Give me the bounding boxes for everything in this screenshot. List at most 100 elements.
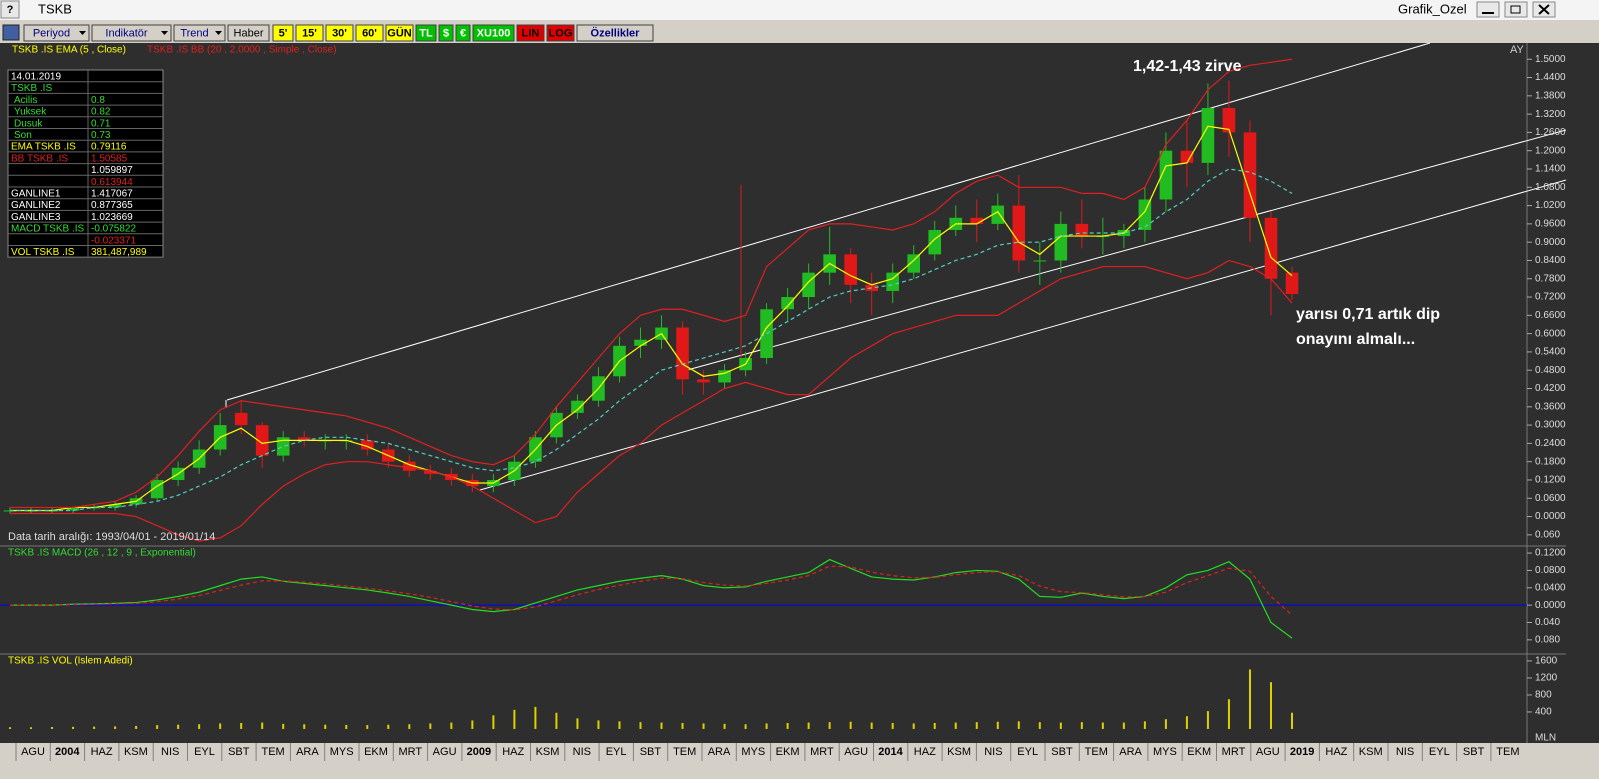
panel-title: Grafik_Ozel [1398, 1, 1467, 16]
y-tick-label: 1200 [1535, 673, 1558, 684]
toolbar-button-label[interactable]: 30' [332, 27, 347, 39]
candle-body [1033, 260, 1047, 262]
toolbar-button-label[interactable]: GÜN [387, 26, 412, 39]
volume-bar [1269, 682, 1272, 729]
volume-bar [618, 721, 621, 729]
x-tick-label: SBT [1051, 746, 1073, 758]
volume-bar [240, 723, 243, 729]
annotation: yarısı 0,71 artık dip [1296, 306, 1440, 323]
minimize-button[interactable] [1476, 1, 1500, 18]
y-tick-label: 0.7800 [1535, 273, 1566, 284]
toolbar-button-label[interactable]: Haber [234, 27, 264, 39]
candle-body [297, 437, 311, 441]
volume-bar [597, 720, 600, 729]
candle-body [1012, 205, 1026, 261]
channel-line [479, 179, 1567, 491]
toolbar-button[interactable] [173, 24, 226, 42]
y-tick-label: 1.3200 [1535, 109, 1566, 120]
y-tick-label: 0.3600 [1535, 401, 1566, 412]
annotation: 1,42-1,43 zirve [1133, 58, 1242, 75]
toolbar-button[interactable] [385, 24, 414, 42]
y-tick-label: 1.2000 [1535, 145, 1566, 156]
volume-bar [681, 723, 684, 729]
toolbar-button[interactable] [438, 24, 454, 42]
toolbar-button[interactable] [576, 24, 654, 42]
toolbar-button-label[interactable]: XU100 [477, 27, 511, 39]
toolbar-button-label[interactable]: Indikatör [105, 27, 148, 39]
info-value: 0.613944 [91, 177, 133, 188]
panel-title: TSKB .IS MACD (26 , 12 , 9 , Exponential… [8, 548, 196, 559]
toolbar-button[interactable] [295, 24, 324, 42]
help-button[interactable] [0, 0, 20, 19]
close-icon [1538, 4, 1550, 15]
y-tick-label: 0.0800 [1535, 565, 1566, 576]
y-tick-label: 0.1200 [1535, 475, 1566, 486]
candle-body [991, 205, 1005, 224]
info-label: BB TSKB .IS [11, 153, 68, 164]
candle-body [276, 437, 290, 456]
toolbar-button[interactable] [472, 24, 515, 42]
toolbar-button[interactable] [272, 24, 294, 42]
toolbar-button[interactable] [91, 24, 172, 42]
toolbar-button[interactable] [455, 24, 471, 42]
candle-body [108, 504, 122, 508]
help-label[interactable]: ? [7, 4, 14, 16]
toolbar-button-label[interactable]: TL [419, 27, 433, 39]
y-tick-label: 0.0000 [1535, 600, 1566, 611]
toolbar-button[interactable] [325, 24, 354, 42]
volume-bar [261, 722, 264, 729]
volume-bar [492, 715, 495, 729]
candle-body [1243, 132, 1257, 218]
x-tick-label: KSM [1359, 746, 1383, 758]
x-tick-label: TEM [1496, 746, 1519, 758]
candle-body [844, 254, 857, 285]
restore-button[interactable] [1504, 1, 1528, 18]
toolbar-button-label[interactable]: 15' [302, 27, 317, 39]
volume-bar [996, 721, 999, 729]
volume-bar [114, 726, 117, 729]
y-tick-label: 0.1200 [1535, 548, 1566, 559]
volume-bar [576, 718, 579, 729]
toolbar-button[interactable] [355, 24, 384, 42]
app-icon[interactable] [2, 24, 20, 41]
volume-bar [324, 724, 327, 729]
toolbar-button-label[interactable]: LIN [522, 27, 540, 39]
toolbar-button-label[interactable]: Trend [180, 27, 208, 39]
y-tick-label: 0.9000 [1535, 237, 1566, 248]
toolbar-button[interactable] [516, 24, 545, 42]
x-tick-label: 2014 [878, 746, 903, 758]
toolbar-button[interactable] [227, 24, 270, 42]
annotation: onayını almalı... [1296, 331, 1415, 348]
toolbar-button[interactable] [546, 24, 575, 42]
info-value: 0.73 [91, 130, 111, 141]
unit-label: MLN [1535, 733, 1556, 744]
toolbar-button-label[interactable]: 60' [362, 27, 377, 39]
trend-channel [225, 42, 1567, 491]
x-tick-label: EYL [1429, 746, 1450, 758]
toolbar-button[interactable] [23, 24, 90, 42]
info-value: 1.50585 [91, 153, 128, 164]
candle-body [424, 470, 437, 474]
y-tick-label: 0.6600 [1535, 310, 1566, 321]
candle-body [1222, 108, 1236, 133]
y-tick-label: 1.1400 [1535, 164, 1566, 175]
volume-bar [1101, 722, 1104, 729]
toolbar-button-label[interactable]: LOG [549, 27, 573, 39]
x-tick-label: ARA [708, 746, 731, 758]
toolbar-button-label[interactable]: € [460, 27, 466, 39]
volume-bar [849, 721, 852, 729]
volume-bar [450, 722, 453, 729]
x-tick-label: TEM [673, 746, 696, 758]
toolbar-button-label[interactable]: Özellikler [591, 26, 641, 39]
candle-body [1159, 150, 1173, 200]
toolbar-button[interactable] [415, 24, 437, 42]
volume-bar [723, 723, 726, 729]
y-tick-label: 0.9600 [1535, 219, 1566, 230]
toolbar-button-label[interactable]: Periyod [33, 27, 70, 39]
candle-body [718, 370, 731, 383]
y-tick-label: 1.4400 [1535, 72, 1566, 83]
y-tick-label: 0.0400 [1535, 582, 1566, 593]
toolbar-button-label[interactable]: $ [443, 27, 449, 39]
toolbar-button-label[interactable]: 5' [279, 27, 288, 39]
x-tick-label: MRT [810, 746, 834, 758]
